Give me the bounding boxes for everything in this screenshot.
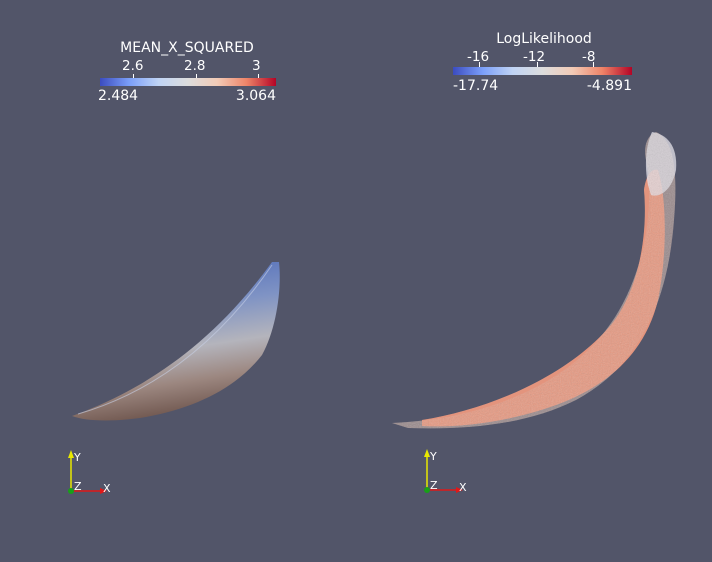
colorbar-tick-label: -12 [523,49,546,65]
colorbar-tick-label: 2.8 [184,58,206,74]
right-render-view[interactable]: LogLikelihood -16 -12 -8 -17.74 -4.891 [356,0,712,562]
y-axis-label: Y [73,451,81,464]
x-axis-label: X [459,481,467,494]
colorbar-tick-mark [537,62,538,67]
colorbar-min-label: -17.74 [453,78,499,94]
left-render-view[interactable]: MEAN_X_SQUARED 2.6 2.8 3 2.484 3.064 Y Z… [0,0,356,562]
scatter-plot [392,132,677,429]
colorbar-gradient [453,67,632,75]
orientation-axes: Y Z X [424,449,467,494]
colorbar-gradient [100,78,276,86]
colorbar-max-label: 3.064 [235,88,276,104]
y-axis-label: Y [429,450,437,463]
colorbar-tick-label: 3 [252,58,261,74]
orientation-axes: Y Z X [68,450,111,495]
colorbar-tick-mark [593,62,594,67]
colorbar-tick-mark [196,74,197,79]
x-axis-label: X [103,482,111,495]
crescent-surface [72,262,280,421]
colorbar-tick-mark [479,62,480,67]
colorbar-tick-mark [258,74,259,79]
colorbar-max-label: -4.891 [586,78,632,94]
colorbar-tick-mark [133,74,134,79]
colorbar-title: LogLikelihood [496,31,592,47]
colorbar-tick-label: 2.6 [122,58,144,74]
z-axis-label: Z [430,479,438,492]
colorbar-min-label: 2.484 [98,88,139,104]
colorbar-tick-label: -8 [582,49,596,65]
surface-plot [72,262,280,421]
colorbar-title: MEAN_X_SQUARED [120,40,254,56]
colorbar-tick-label: -16 [467,49,490,65]
z-axis-label: Z [74,480,82,493]
